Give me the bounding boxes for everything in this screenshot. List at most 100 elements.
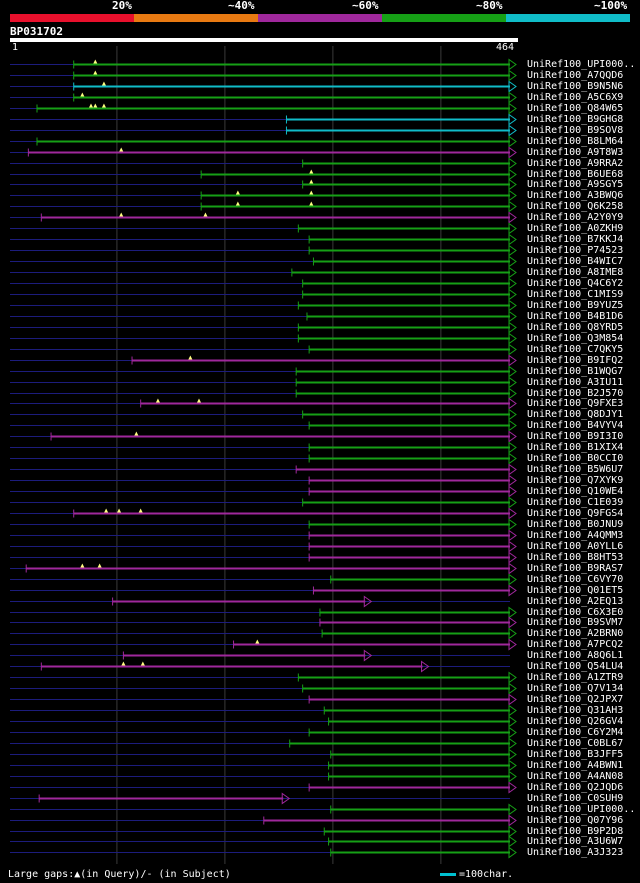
hit-label[interactable]: UniRef100_A9SGY5 bbox=[527, 178, 624, 190]
hit-label[interactable]: UniRef100_Q3M854 bbox=[527, 332, 624, 344]
hit-label[interactable]: UniRef100_Q4C6Y2 bbox=[527, 277, 624, 289]
hit-label[interactable]: UniRef100_B4B1D6 bbox=[527, 310, 624, 322]
hit-label[interactable]: UniRef100_B9GHG8 bbox=[527, 113, 624, 125]
hit-label[interactable]: UniRef100_C1E039 bbox=[527, 496, 624, 508]
hit-label[interactable]: UniRef100_Q8YRD5 bbox=[527, 321, 624, 333]
hit-label[interactable]: UniRef100_Q7V134 bbox=[527, 682, 624, 694]
hit-label[interactable]: UniRef100_Q2JPX7 bbox=[527, 693, 624, 705]
hit-label[interactable]: UniRef100_Q9FXE3 bbox=[527, 397, 624, 409]
hit-label[interactable]: UniRef100_C6VY70 bbox=[527, 573, 624, 585]
hit-label[interactable]: UniRef100_Q54LU4 bbox=[527, 660, 624, 672]
hit-label[interactable]: UniRef100_B9P2D8 bbox=[527, 825, 624, 837]
hit-label[interactable]: UniRef100_B0CCI0 bbox=[527, 452, 624, 464]
hit-label[interactable]: UniRef100_Q6K258 bbox=[527, 200, 624, 212]
hit-label[interactable]: UniRef100_A3BWQ6 bbox=[527, 189, 624, 201]
gap-marker bbox=[104, 508, 109, 513]
hit-label[interactable]: UniRef100_C0BL67 bbox=[527, 737, 624, 749]
hit-arrow bbox=[508, 211, 517, 224]
hit-label[interactable]: UniRef100_A3U6W7 bbox=[527, 835, 624, 847]
hit-label[interactable]: UniRef100_C0SUH9 bbox=[527, 792, 624, 804]
hit-label[interactable]: UniRef100_A0ZKH9 bbox=[527, 222, 624, 234]
hit-label[interactable]: UniRef100_A2EQ13 bbox=[527, 595, 624, 607]
hit-label[interactable]: UniRef100_Q26GV4 bbox=[527, 715, 624, 727]
hit-arrow bbox=[508, 430, 517, 443]
hit-label[interactable]: UniRef100_B9SVM7 bbox=[527, 616, 624, 628]
hit-arrow bbox=[508, 277, 517, 290]
hit-label[interactable]: UniRef100_A2Y0Y9 bbox=[527, 211, 624, 223]
hit-label[interactable]: UniRef100_A2BRN0 bbox=[527, 627, 624, 639]
hit-arrow bbox=[508, 408, 517, 421]
gap-marker bbox=[134, 431, 139, 436]
hit-label[interactable]: UniRef100_A3J323 bbox=[527, 846, 624, 858]
hit-label[interactable]: UniRef100_B8HT53 bbox=[527, 551, 624, 563]
hit-label[interactable]: UniRef100_C6X3E0 bbox=[527, 606, 624, 618]
hit-label[interactable]: UniRef100_B9N5N6 bbox=[527, 80, 624, 92]
hit-label[interactable]: UniRef100_A8Q6L1 bbox=[527, 649, 624, 661]
hit-label[interactable]: UniRef100_B5W6U7 bbox=[527, 463, 624, 475]
legend-segment-20 bbox=[10, 14, 134, 22]
hit-label[interactable]: UniRef100_B4WIC7 bbox=[527, 255, 624, 267]
hit-arrow bbox=[508, 299, 517, 312]
hit-label[interactable]: UniRef100_Q2JQD6 bbox=[527, 781, 624, 793]
hit-label[interactable]: UniRef100_A1ZTR9 bbox=[527, 671, 624, 683]
gap-marker bbox=[93, 70, 98, 75]
hit-label[interactable]: UniRef100_A8IME8 bbox=[527, 266, 624, 278]
hit-label[interactable]: UniRef100_C6Y2M4 bbox=[527, 726, 624, 738]
hit-label[interactable]: UniRef100_Q7XYK9 bbox=[527, 474, 624, 486]
gap-marker bbox=[235, 190, 240, 195]
hit-label[interactable]: UniRef100_B6UE68 bbox=[527, 168, 624, 180]
hit-arrow bbox=[508, 80, 517, 93]
hit-label[interactable]: UniRef100_UPI000.. bbox=[527, 803, 636, 815]
hit-label[interactable]: UniRef100_Q31AH3 bbox=[527, 704, 624, 716]
hit-label[interactable]: UniRef100_B4VYV4 bbox=[527, 419, 624, 431]
hit-arrow bbox=[281, 792, 291, 805]
gap-marker bbox=[138, 508, 143, 513]
hit-label[interactable]: UniRef100_B9RAS7 bbox=[527, 562, 624, 574]
hit-label[interactable]: UniRef100_A4BWN1 bbox=[527, 759, 624, 771]
hit-label[interactable]: UniRef100_A0YLL6 bbox=[527, 540, 624, 552]
hit-arrow bbox=[508, 759, 517, 772]
hit-label[interactable]: UniRef100_B0JNU9 bbox=[527, 518, 624, 530]
gap-marker bbox=[93, 59, 98, 64]
hit-label[interactable]: UniRef100_Q01ET5 bbox=[527, 584, 624, 596]
hit-label[interactable]: UniRef100_B1XIX4 bbox=[527, 441, 624, 453]
hit-label[interactable]: UniRef100_A9RRA2 bbox=[527, 157, 624, 169]
hit-label[interactable]: UniRef100_Q10WE4 bbox=[527, 485, 624, 497]
hit-label[interactable]: UniRef100_Q07Y96 bbox=[527, 814, 624, 826]
hit-label[interactable]: UniRef100_UPI000.. bbox=[527, 58, 636, 70]
hit-arrow bbox=[508, 704, 517, 717]
hit-label[interactable]: UniRef100_B1WQG7 bbox=[527, 365, 624, 377]
hit-label[interactable]: UniRef100_Q8DJY1 bbox=[527, 408, 624, 420]
gap-marker bbox=[235, 201, 240, 206]
hit-label[interactable]: UniRef100_B9IFQ2 bbox=[527, 354, 624, 366]
hit-label[interactable]: UniRef100_A9T8W3 bbox=[527, 146, 624, 158]
hit-label[interactable]: UniRef100_A4QMM3 bbox=[527, 529, 624, 541]
hit-label[interactable]: UniRef100_B3JFF5 bbox=[527, 748, 624, 760]
hit-label[interactable]: UniRef100_C7QKY5 bbox=[527, 343, 624, 355]
legend-label-100: ~100% bbox=[594, 0, 628, 12]
hit-label[interactable]: UniRef100_B9YUZ5 bbox=[527, 299, 624, 311]
hit-arrow bbox=[508, 124, 517, 137]
hit-label[interactable]: UniRef100_A4AN08 bbox=[527, 770, 624, 782]
hit-label[interactable]: UniRef100_A5C6X9 bbox=[527, 91, 624, 103]
hit-label[interactable]: UniRef100_B2J570 bbox=[527, 387, 624, 399]
hit-label[interactable]: UniRef100_B7KKJ4 bbox=[527, 233, 624, 245]
hit-label[interactable]: UniRef100_Q84W65 bbox=[527, 102, 624, 114]
hit-label[interactable]: UniRef100_Q9FGS4 bbox=[527, 507, 624, 519]
hit-label[interactable]: UniRef100_A3IU11 bbox=[527, 376, 624, 388]
hit-label[interactable]: UniRef100_A7PCQ2 bbox=[527, 638, 624, 650]
hit-label[interactable]: UniRef100_B9SOV8 bbox=[527, 124, 624, 136]
hit-arrow bbox=[508, 606, 517, 619]
legend-segment-80 bbox=[382, 14, 506, 22]
hit-arrow bbox=[508, 200, 517, 213]
hit-label[interactable]: UniRef100_A7QQD6 bbox=[527, 69, 624, 81]
hit-label[interactable]: UniRef100_P74523 bbox=[527, 244, 624, 256]
hit-arrow bbox=[508, 463, 517, 476]
hit-label[interactable]: UniRef100_B8LM64 bbox=[527, 135, 624, 147]
hit-label[interactable]: UniRef100_C1MIS9 bbox=[527, 288, 624, 300]
hit-arrow bbox=[508, 518, 517, 531]
hit-arrow bbox=[508, 321, 517, 334]
hit-label[interactable]: UniRef100_B9I3I0 bbox=[527, 430, 624, 442]
